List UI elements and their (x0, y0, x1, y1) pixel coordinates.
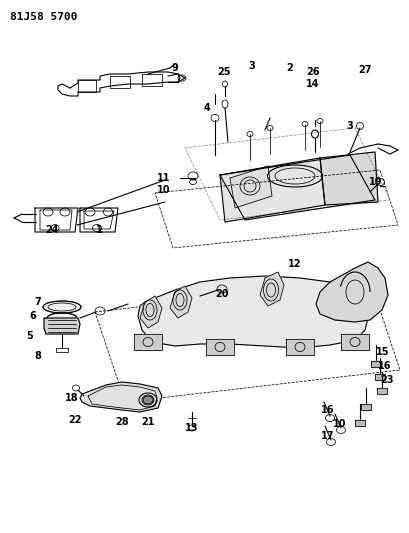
Text: 10: 10 (333, 419, 347, 429)
Text: 5: 5 (27, 331, 34, 341)
Polygon shape (371, 361, 381, 367)
Polygon shape (134, 334, 162, 350)
Polygon shape (361, 404, 371, 410)
Text: 13: 13 (185, 423, 199, 433)
Text: 4: 4 (204, 103, 210, 113)
Text: 24: 24 (45, 225, 59, 235)
Text: 28: 28 (115, 417, 129, 427)
Text: 16: 16 (378, 361, 392, 371)
Text: 15: 15 (376, 347, 390, 357)
Polygon shape (320, 152, 378, 205)
Polygon shape (260, 272, 284, 306)
Polygon shape (170, 286, 192, 318)
Text: 1: 1 (96, 225, 102, 235)
Text: 3: 3 (346, 121, 353, 131)
Polygon shape (138, 276, 370, 348)
Text: 18: 18 (65, 393, 79, 403)
Polygon shape (375, 374, 385, 380)
Text: 12: 12 (288, 259, 302, 269)
Ellipse shape (142, 395, 154, 405)
Text: 25: 25 (217, 67, 231, 77)
Text: 21: 21 (141, 417, 155, 427)
Ellipse shape (43, 301, 81, 313)
Text: 3: 3 (249, 61, 255, 71)
Polygon shape (206, 339, 234, 355)
Polygon shape (44, 318, 80, 334)
Text: 20: 20 (215, 289, 229, 299)
Text: 23: 23 (380, 375, 394, 385)
Text: 10: 10 (157, 185, 171, 195)
Text: 6: 6 (29, 311, 36, 321)
Text: 9: 9 (172, 63, 178, 73)
Polygon shape (220, 155, 375, 220)
Text: 14: 14 (306, 79, 320, 89)
Polygon shape (316, 262, 388, 322)
Text: 8: 8 (35, 351, 41, 361)
Polygon shape (220, 158, 325, 222)
Polygon shape (355, 420, 365, 426)
Polygon shape (140, 296, 162, 328)
Text: 16: 16 (321, 405, 335, 415)
Polygon shape (230, 166, 272, 208)
Text: 19: 19 (369, 177, 383, 187)
Polygon shape (286, 339, 314, 355)
Text: 11: 11 (157, 173, 171, 183)
Text: 7: 7 (35, 297, 41, 307)
Text: 81J58 5700: 81J58 5700 (10, 12, 77, 22)
Polygon shape (341, 334, 369, 350)
Ellipse shape (47, 313, 77, 323)
Text: 17: 17 (321, 431, 335, 441)
Polygon shape (80, 382, 162, 412)
Text: 22: 22 (68, 415, 82, 425)
Polygon shape (377, 388, 387, 394)
Text: 2: 2 (287, 63, 293, 73)
Text: 27: 27 (358, 65, 372, 75)
Text: 26: 26 (306, 67, 320, 77)
